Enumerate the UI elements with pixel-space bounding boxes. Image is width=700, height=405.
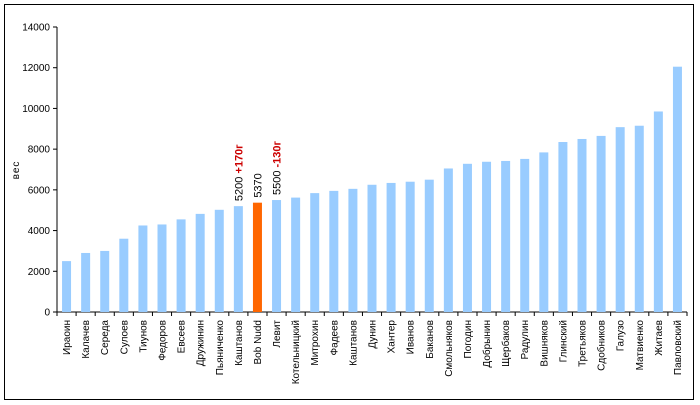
y-tick-label: 2000 — [28, 267, 51, 278]
bar-chart: 0 2000 4000 6000 8000 10000 12000 14000 Ираоин К… — [11, 23, 688, 384]
bar — [653, 111, 663, 312]
bar — [443, 168, 453, 312]
bar — [577, 138, 587, 312]
bar-annotation: 5200 +170г — [233, 144, 245, 201]
bar — [405, 181, 415, 312]
annotation-delta: +170г — [233, 144, 245, 177]
category-label: Евсеев — [177, 320, 188, 353]
bar — [310, 193, 320, 312]
y-tick-label: 10000 — [22, 104, 50, 115]
bar — [558, 142, 568, 312]
y-tick-label: 6000 — [28, 185, 51, 196]
bar — [501, 160, 511, 312]
labels: Ираоин Калачев Середа Сулоев Тиунов Федоров Ев… — [62, 140, 684, 384]
bar — [634, 125, 644, 312]
category-label: Каштанов — [234, 320, 245, 366]
category-label: Глинский — [558, 320, 569, 362]
category-label: Смольняков — [444, 320, 455, 377]
bar — [329, 190, 339, 312]
bar — [272, 200, 282, 312]
category-label: Галузо — [616, 320, 627, 352]
category-label: Середа — [100, 320, 111, 356]
y-tick-label: 0 — [44, 308, 50, 319]
annotation-delta: -130г — [272, 140, 284, 170]
category-label: Баканов — [425, 320, 436, 359]
bar — [157, 224, 167, 312]
bar — [482, 161, 492, 312]
category-label: Дружинин — [196, 320, 207, 366]
category-label: Иванов — [406, 320, 417, 354]
bar — [62, 261, 72, 312]
bar — [138, 225, 148, 312]
category-label: Тиунов — [138, 320, 149, 353]
bar — [81, 252, 91, 312]
annotation-value: 5370 — [252, 173, 264, 197]
category-label: Радулин — [520, 320, 531, 359]
y-tick-label: 4000 — [28, 226, 51, 237]
category-label: Ираоин — [62, 320, 73, 355]
category-label: Bob Nudd — [253, 320, 264, 364]
category-label: Вишняков — [539, 320, 550, 367]
annotation-value: 5200 — [233, 177, 245, 201]
bar — [291, 197, 301, 312]
bar — [520, 158, 530, 312]
bar — [672, 66, 682, 312]
bar — [462, 163, 472, 312]
category-label: Щербаков — [500, 320, 512, 367]
y-tick-label: 14000 — [22, 23, 50, 34]
bar — [233, 206, 243, 312]
bar — [386, 182, 396, 312]
category-label: Федоров — [158, 320, 169, 361]
category-label: Пьяниченко — [215, 320, 226, 376]
bar — [252, 202, 262, 312]
bar — [214, 209, 224, 312]
bar — [596, 135, 606, 312]
bar-annotation: 5500 -130г — [272, 140, 284, 195]
chart-frame: 0 2000 4000 6000 8000 10000 12000 14000 Ираоин К… — [4, 4, 694, 400]
category-label: Сулоев — [119, 320, 130, 354]
category-label: Левит — [272, 320, 283, 348]
category-label: Житаев — [654, 320, 665, 356]
bar — [424, 179, 434, 312]
annotation-value: 5500 — [272, 171, 284, 195]
category-label: Погодин — [463, 320, 474, 358]
bar — [367, 184, 377, 312]
category-label: Калачев — [81, 320, 92, 359]
bars — [62, 66, 682, 313]
y-axis-label: вес — [11, 161, 22, 180]
category-label: Сдобников — [596, 320, 608, 371]
bar — [348, 188, 358, 312]
category-label: Матвиенко — [635, 320, 646, 371]
bar-annotation: 5370 — [252, 173, 264, 197]
bar — [119, 238, 129, 312]
category-label: Фадеев — [329, 320, 340, 355]
category-label: Третьяков — [578, 320, 589, 367]
bar — [539, 152, 549, 312]
category-label: Хантер — [387, 320, 398, 354]
category-label: Каштанов — [348, 320, 359, 366]
bar — [100, 250, 110, 312]
category-label: Митрохин — [310, 320, 321, 366]
bar — [615, 127, 625, 313]
y-tick-label: 8000 — [28, 145, 51, 156]
category-label: Добрынин — [481, 320, 493, 368]
category-label: Павловский — [673, 320, 684, 375]
bar — [195, 213, 205, 312]
category-label: Дунин — [368, 320, 379, 349]
y-tick-label: 12000 — [22, 63, 50, 74]
category-label: Котельницкий — [291, 320, 302, 384]
bar — [176, 219, 186, 312]
